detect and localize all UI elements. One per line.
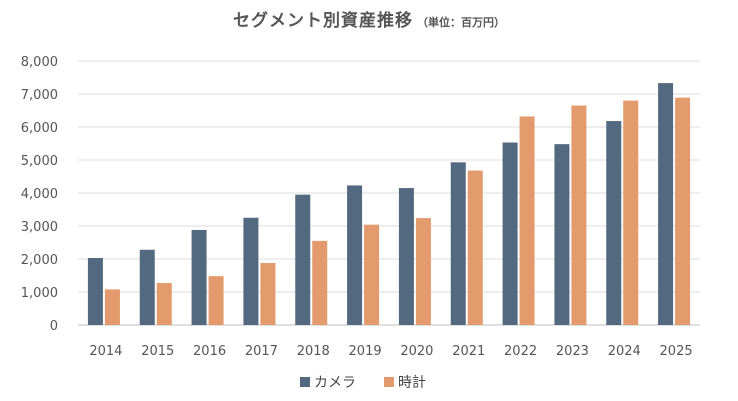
- y-tick-label: 2,000: [21, 253, 58, 268]
- bar-watch: [260, 262, 276, 325]
- y-tick-label: 6,000: [21, 121, 58, 136]
- y-tick-label: 7,000: [21, 88, 58, 103]
- bar-camera: [502, 142, 518, 325]
- x-tick-label: 2021: [452, 344, 485, 359]
- bar-watch: [467, 170, 483, 325]
- x-tick-label: 2014: [89, 344, 122, 359]
- legend-swatch: [300, 377, 310, 387]
- x-tick-label: 2016: [193, 344, 226, 359]
- bar-watch: [364, 224, 380, 325]
- bar-camera: [243, 217, 259, 325]
- x-tick-label: 2015: [141, 344, 174, 359]
- bar-watch: [312, 240, 328, 325]
- bar-camera: [658, 83, 674, 325]
- x-tick-label: 2017: [245, 344, 278, 359]
- bar-camera: [87, 258, 103, 325]
- bar-watch: [415, 218, 431, 325]
- y-tick-label: 8,000: [21, 55, 58, 70]
- y-tick-label: 4,000: [21, 187, 58, 202]
- x-tick-label: 2025: [660, 344, 693, 359]
- bar-camera: [191, 229, 207, 325]
- x-tick-label: 2023: [556, 344, 589, 359]
- chart-title-block: セグメント別資産推移 （単位：百万円）: [0, 6, 738, 31]
- bar-camera: [398, 188, 414, 325]
- chart-subtitle: （単位：百万円）: [417, 16, 505, 29]
- bar-watch: [675, 97, 691, 325]
- bar-watch: [104, 289, 120, 325]
- y-tick-label: 1,000: [21, 286, 58, 301]
- chart-title: セグメント別資産推移: [233, 11, 413, 31]
- y-tick-label: 5,000: [21, 154, 58, 169]
- y-tick-label: 0: [50, 319, 58, 334]
- bar-watch: [519, 116, 535, 325]
- bar-watch: [571, 105, 587, 325]
- bar-camera: [450, 162, 466, 325]
- x-tick-label: 2019: [349, 344, 382, 359]
- legend-label: 時計: [398, 375, 426, 391]
- x-tick-label: 2018: [297, 344, 330, 359]
- bar-watch: [156, 283, 172, 325]
- x-tick-label: 2020: [400, 344, 433, 359]
- bar-watch: [623, 100, 639, 325]
- bar-watch: [208, 276, 224, 325]
- legend-label: カメラ: [314, 375, 356, 391]
- bar-camera: [295, 194, 311, 325]
- x-tick-label: 2024: [608, 344, 641, 359]
- legend-swatch: [384, 377, 394, 387]
- bar-camera: [347, 185, 363, 325]
- y-tick-label: 3,000: [21, 220, 58, 235]
- bar-camera: [139, 249, 155, 325]
- bar-camera: [554, 144, 570, 325]
- x-tick-label: 2022: [504, 344, 537, 359]
- bar-camera: [606, 121, 622, 325]
